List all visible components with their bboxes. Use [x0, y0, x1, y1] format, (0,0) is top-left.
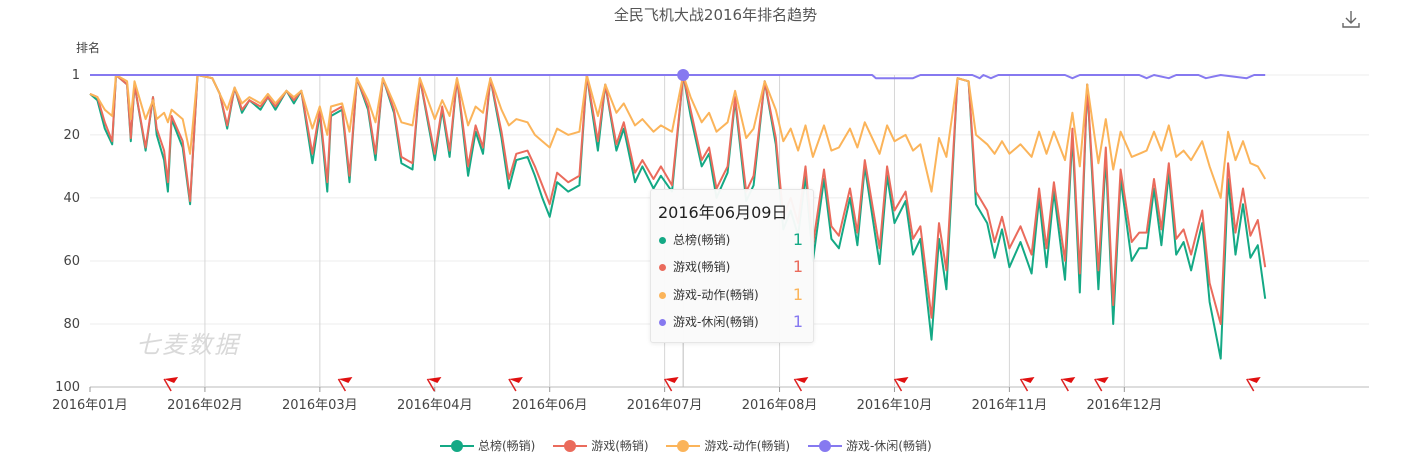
legend-label: 游戏-休闲(畅销) — [845, 439, 932, 453]
legend-label: 游戏(畅销) — [591, 439, 649, 453]
y-axis-label: 排名 — [76, 41, 101, 55]
legend-marker-icon — [807, 439, 842, 452]
legend-item[interactable]: 游戏-动作(畅销) — [666, 437, 790, 454]
tooltip-row: 游戏(畅销) 1 — [659, 257, 809, 278]
x-tick-label: 2016年01月 — [52, 398, 128, 413]
download-icon[interactable] — [1340, 8, 1362, 30]
series-color-dot — [659, 237, 666, 244]
flag-icon[interactable] — [1094, 377, 1109, 392]
x-tick-label: 2016年02月 — [167, 398, 243, 413]
x-tick-label: 2016年10月 — [857, 398, 933, 413]
y-tick-label: 60 — [63, 254, 80, 269]
x-tick-label: 2016年03月 — [282, 398, 358, 413]
legend-label: 游戏-动作(畅销) — [704, 439, 791, 453]
tooltip-series-name: 游戏-动作(畅销) — [673, 288, 759, 302]
flag-icon[interactable] — [893, 377, 909, 392]
y-tick-label: 80 — [63, 317, 80, 332]
tooltip-value: 1 — [792, 312, 803, 331]
tooltip-row: 游戏-动作(畅销) 1 — [659, 285, 809, 306]
x-tick-label: 2016年04月 — [397, 398, 473, 413]
tooltip-value: 1 — [792, 285, 803, 304]
flag-icon[interactable] — [663, 377, 679, 392]
legend-marker-icon — [553, 439, 588, 452]
x-tick-label: 2016年07月 — [627, 398, 703, 413]
tooltip-row: 游戏-休闲(畅销) 1 — [659, 312, 809, 333]
tooltip-series-name: 游戏(畅销) — [673, 260, 731, 274]
series-line-4 — [90, 74, 1266, 80]
flag-icon[interactable] — [426, 377, 442, 392]
series-color-dot — [659, 319, 666, 326]
chart-title: 全民飞机大战2016年排名趋势 — [613, 6, 818, 24]
tooltip-row: 总榜(畅销) 1 — [659, 230, 809, 251]
y-tick-label: 20 — [63, 128, 80, 143]
tooltip-value: 1 — [792, 230, 803, 249]
legend-item[interactable]: 总榜(畅销) — [440, 437, 535, 454]
watermark: 七麦数据 — [136, 331, 240, 359]
x-tick-label: 2016年12月 — [1087, 398, 1163, 413]
y-tick-label: 100 — [55, 380, 80, 395]
flag-icon[interactable] — [337, 377, 353, 392]
legend-item[interactable]: 游戏-休闲(畅销) — [807, 437, 932, 454]
chart-legend: 总榜(畅销) 游戏(畅销) 游戏-动作(畅销) 游戏-休闲(畅销) — [440, 437, 946, 457]
series-color-dot — [659, 264, 666, 271]
highlight-point — [677, 69, 690, 81]
legend-item[interactable]: 游戏(畅销) — [553, 437, 649, 454]
flag-icon[interactable] — [1060, 377, 1076, 392]
flag-icon[interactable] — [1246, 377, 1261, 392]
y-tick-label: 1 — [72, 68, 80, 83]
y-tick-label: 40 — [63, 191, 80, 206]
tooltip-series-name: 游戏-休闲(畅销) — [673, 315, 759, 329]
legend-marker-icon — [666, 439, 701, 452]
tooltip-series-name: 总榜(畅销) — [673, 233, 731, 247]
tooltip-value: 1 — [792, 257, 803, 276]
series-color-dot — [659, 292, 666, 299]
legend-marker-icon — [440, 439, 474, 452]
flag-icon[interactable] — [163, 377, 179, 392]
series-line-3 — [89, 74, 1267, 199]
tooltip-date: 2016年06月09日 — [658, 203, 788, 222]
flag-icon[interactable] — [508, 377, 523, 392]
x-tick-label: 2016年06月 — [512, 398, 588, 413]
tooltip: 2016年06月09日 总榜(畅销) 1 游戏(畅销) 1 游戏-动作(畅销) … — [650, 189, 814, 343]
x-tick-label: 2016年11月 — [972, 398, 1048, 413]
flag-icon[interactable] — [1019, 377, 1035, 392]
x-tick-label: 2016年08月 — [742, 398, 818, 413]
legend-label: 总榜(畅销) — [478, 439, 536, 453]
flag-icon[interactable] — [793, 377, 809, 392]
series-line-2 — [89, 74, 1267, 325]
